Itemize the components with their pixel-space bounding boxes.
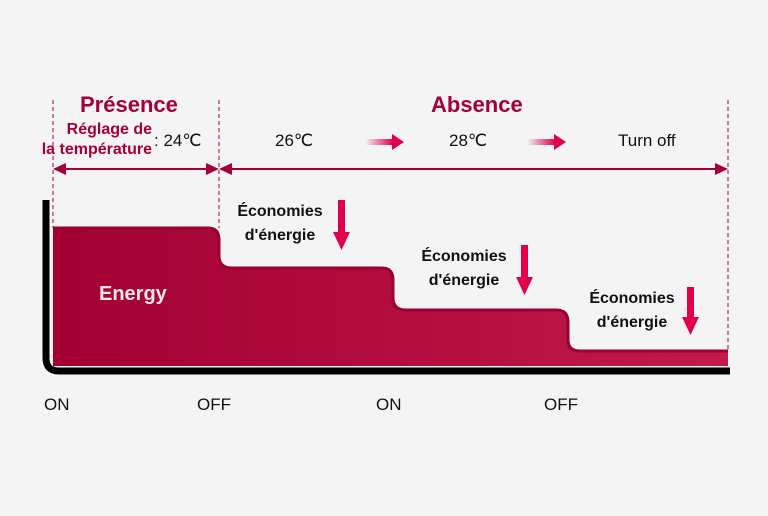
arrow-right-icon [365,134,404,150]
state-label-off-1: OFF [197,395,231,414]
energy-label: Energy [99,283,167,305]
absence-range-arrow [219,163,728,175]
absence-step-1: 26℃ [275,131,314,150]
energy-savings-label-2: Économies d'énergie [421,248,507,289]
temperature-setting-label: Réglage de la température [41,121,152,158]
state-label-off-2: OFF [544,395,578,414]
presence-temperature: : 24℃ [154,131,202,150]
arrow-right-icon [527,134,566,150]
presence-range-arrow [53,163,219,175]
absence-step-3: Turn off [618,131,676,150]
state-label-on-1: ON [44,395,70,414]
energy-savings-label-1: Économies d'énergie [237,203,323,244]
arrow-down-icon [516,245,533,295]
energy-area [53,228,728,366]
axis [42,200,730,375]
dashed-guides [52,100,729,352]
arrow-down-icon [333,200,350,250]
energy-savings-label-3: Économies d'énergie [589,290,675,331]
absence-title: Absence [431,92,523,117]
state-label-on-2: ON [376,395,402,414]
presence-title: Présence [80,92,178,117]
absence-step-2: 28℃ [449,131,488,150]
arrow-down-icon [682,287,699,335]
